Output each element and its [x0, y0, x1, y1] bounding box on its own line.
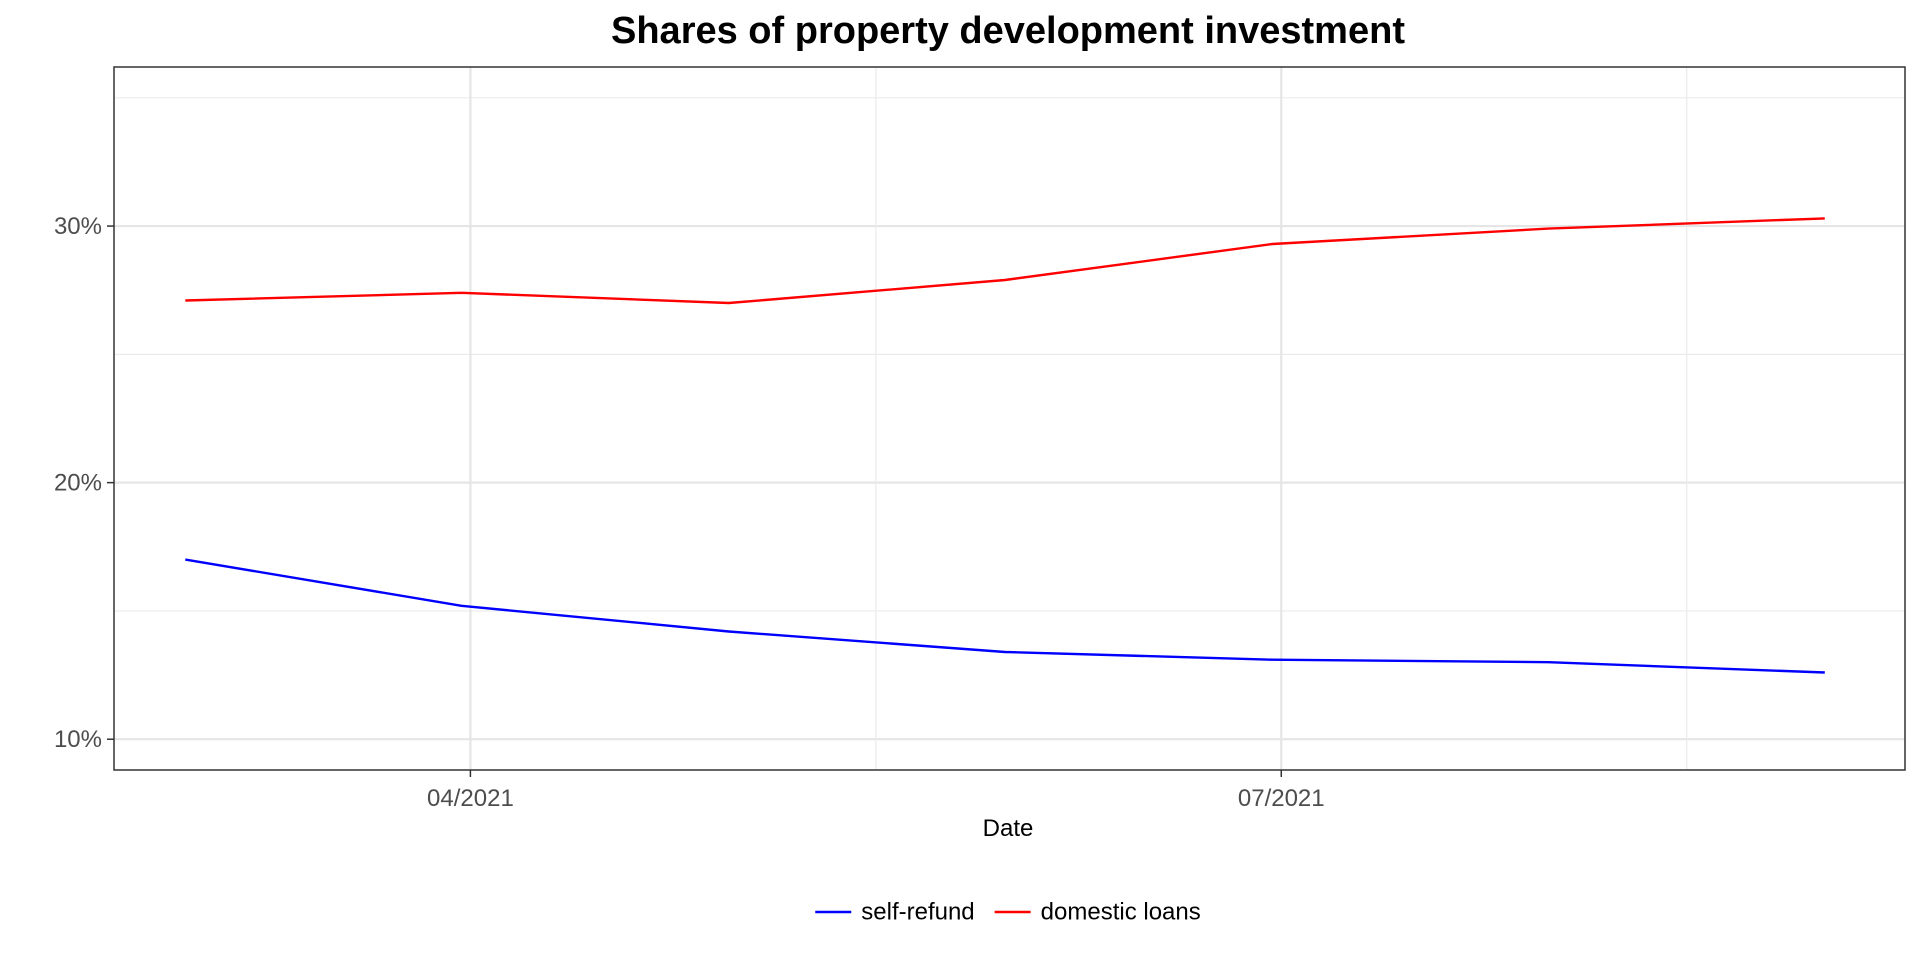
- plot-panel-border: [113, 66, 1906, 771]
- y-tick-label: 10%: [54, 726, 102, 753]
- x-tick-label: 07/2021: [1238, 785, 1325, 812]
- y-axis: 10% 20% 30%: [54, 213, 114, 753]
- series-line-domestic-loans: [185, 217, 1825, 305]
- legend-item: self-refund: [815, 899, 975, 926]
- grid-lines: [114, 67, 1905, 770]
- legend-label: self-refund: [861, 899, 974, 926]
- legend: self-refund domestic loans: [815, 899, 1201, 926]
- y-tick-label: 30%: [54, 213, 102, 240]
- series-line-self-refund: [185, 558, 1825, 674]
- series-lines: [185, 217, 1825, 674]
- x-axis: 04/2021 07/2021: [427, 770, 1325, 812]
- x-axis-title: Date: [983, 815, 1034, 842]
- legend-item: domestic loans: [994, 899, 1201, 926]
- chart-title: Shares of property development investmen…: [611, 10, 1405, 52]
- y-tick-label: 20%: [54, 470, 102, 497]
- legend-label: domestic loans: [1041, 899, 1201, 926]
- x-tick-label: 04/2021: [427, 785, 514, 812]
